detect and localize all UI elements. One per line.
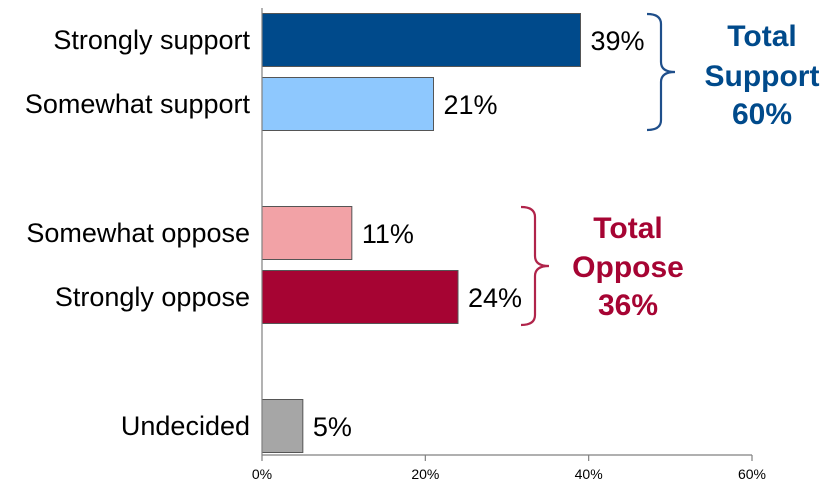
value-label-1: 21% — [444, 90, 498, 120]
category-label-2: Somewhat oppose — [26, 218, 250, 248]
category-label-1: Somewhat support — [25, 89, 251, 119]
value-label-3: 24% — [468, 283, 522, 313]
group-bracket-0 — [646, 12, 676, 132]
group-label-0-line-1: Support — [705, 60, 820, 93]
group-label-0-line-2: 60% — [732, 98, 792, 131]
group-label-1-line-1: Oppose — [572, 251, 684, 284]
bar-2 — [261, 206, 353, 260]
group-label-1-line-2: 36% — [598, 289, 658, 322]
category-label-3: Strongly oppose — [55, 282, 250, 312]
group-label-1-line-0: Total — [593, 212, 662, 245]
bar-3 — [261, 270, 459, 324]
value-label-4: 5% — [313, 412, 352, 442]
x-tick-label-3: 60% — [738, 466, 766, 482]
group-label-0-line-0: Total — [727, 20, 796, 53]
value-label-0: 39% — [591, 26, 645, 56]
value-label-2: 11% — [362, 219, 414, 249]
category-label-0: Strongly support — [53, 25, 250, 55]
x-tick-label-2: 40% — [575, 466, 603, 482]
x-tick-label-1: 20% — [411, 466, 439, 482]
x-tick-label-0: 0% — [252, 466, 272, 482]
bar-1 — [261, 77, 434, 131]
bar-4 — [261, 399, 304, 453]
bar-0 — [261, 13, 581, 67]
category-label-4: Undecided — [121, 411, 250, 441]
group-bracket-1 — [520, 205, 550, 327]
